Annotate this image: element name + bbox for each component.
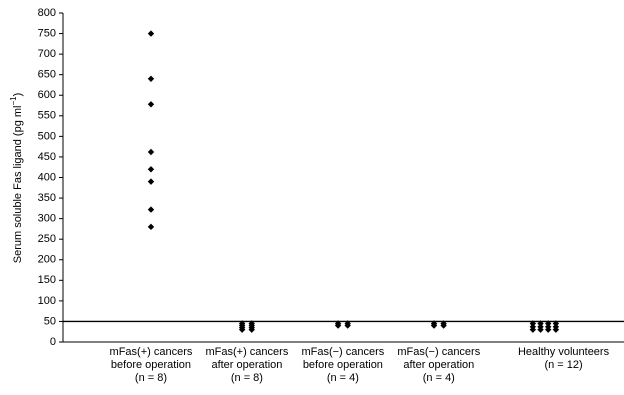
y-tick-label: 650 <box>38 69 56 81</box>
y-tick-label: 800 <box>38 7 56 19</box>
x-tick-label: mFas(+) cancers after operation (n = 8) <box>205 346 289 384</box>
point <box>552 320 560 327</box>
y-tick-label: 50 <box>44 315 56 327</box>
x-tick-label: mFas(−) cancers after operation (n = 4) <box>397 346 481 384</box>
point <box>430 322 438 329</box>
y-label-end: ) <box>12 93 24 97</box>
y-tick-label: 550 <box>38 110 56 122</box>
y-tick-label: 300 <box>38 213 56 225</box>
point <box>147 166 155 173</box>
point <box>529 320 537 327</box>
y-tick-label: 150 <box>38 274 56 286</box>
y-tick-label: 600 <box>38 89 56 101</box>
y-tick-label: 0 <box>50 336 56 348</box>
point <box>147 101 155 108</box>
point <box>537 326 544 333</box>
y-label-text: Serum soluble Fas ligand (pg ml <box>12 106 24 264</box>
y-tick-label: 500 <box>38 130 56 142</box>
point <box>147 75 155 82</box>
y-tick-label: 700 <box>38 48 56 60</box>
point <box>552 326 560 333</box>
x-tick-label: Healthy volunteers (n = 12) <box>517 346 610 371</box>
point <box>238 326 246 333</box>
point <box>334 322 342 329</box>
point <box>545 326 552 333</box>
y-tick-label: 450 <box>38 151 56 163</box>
point <box>147 223 155 231</box>
point <box>440 322 447 329</box>
y-tick-label: 750 <box>38 27 56 39</box>
point <box>537 320 544 327</box>
point <box>147 206 155 213</box>
y-axis-label: Serum soluble Fas ligand (pg ml−1) <box>9 93 24 264</box>
point <box>344 322 351 329</box>
y-tick-label: 100 <box>38 295 56 307</box>
point <box>545 320 552 327</box>
point <box>147 178 155 185</box>
y-tick-label: 350 <box>38 192 56 204</box>
point <box>248 326 255 333</box>
y-tick-label: 200 <box>38 254 56 266</box>
y-tick-label: 400 <box>38 171 56 183</box>
y-label-sup: −1 <box>9 96 18 106</box>
point <box>147 30 155 37</box>
y-tick-label: 250 <box>38 233 56 245</box>
x-tick-label: mFas(−) cancers before operation (n = 4) <box>301 346 385 384</box>
x-tick-label: mFas(+) cancers before operation (n = 8) <box>109 346 193 384</box>
point <box>529 326 537 333</box>
point <box>147 148 155 156</box>
